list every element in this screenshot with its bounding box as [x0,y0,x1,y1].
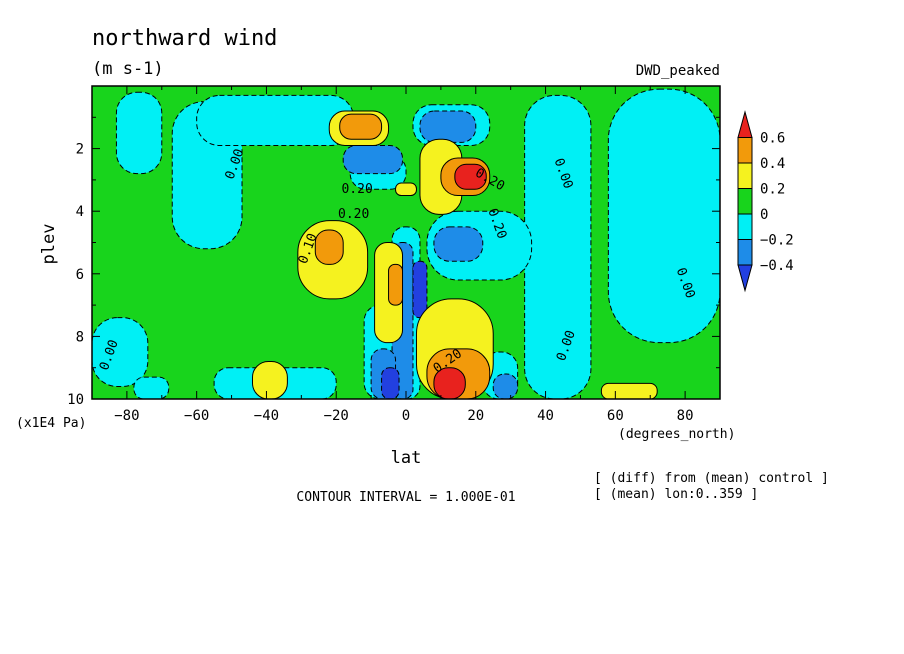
plot-area: 0.000.200.200.100.000.200.000.00 0.000.20… [92,86,720,399]
x-tick-label: 20 [467,408,484,424]
contour-interval-text: CONTOUR INTERVAL = 1.000E-01 [296,490,515,505]
colorbar-label: 0.6 [760,131,785,147]
x-tick-label: 60 [607,408,624,424]
y-tick-label: 4 [76,204,84,220]
field-region [314,229,344,265]
y-tick-label: 2 [76,142,84,158]
y-axis-label: plev [39,224,59,265]
y-axis: 2 4 6 8 10 [67,116,720,408]
field-region [492,373,519,399]
field-region [388,263,404,306]
experiment-label: DWD_peaked [636,63,720,79]
x-tick-label: −20 [324,408,349,424]
field-region [607,88,720,344]
colorbar-label: −0.4 [760,258,794,274]
field-region [381,367,400,399]
field-region [600,382,658,399]
field-region [433,226,484,262]
x-axis-label: lat [391,448,422,468]
colorbar-swatch [737,110,753,138]
colorbar-swatch [737,239,753,266]
field-region [196,94,355,146]
x-tick-label: 0 [402,408,410,424]
wind-field [92,86,720,399]
chart-title: northward wind [92,26,277,51]
field-region [133,376,170,399]
field-region [454,163,487,190]
x-tick-label: −80 [114,408,139,424]
field-region [433,367,466,399]
field-region [342,144,404,175]
x-tick-label: 40 [537,408,554,424]
chart-units: (m s-1) [92,59,164,79]
field-region [412,260,428,319]
field-region [115,91,163,175]
colorbar-label: 0.2 [760,182,785,198]
colorbar-label: 0 [760,207,768,223]
y-axis-units: (x1E4 Pa) [16,416,86,431]
field-region [251,360,288,399]
colorbar-swatch [737,162,753,189]
colorbar-label: −0.2 [760,233,794,249]
field-region [339,113,383,140]
field-region [419,110,477,143]
colorbar-label: 0.4 [760,156,785,172]
colorbar-swatch [737,188,753,215]
y-tick-label: 10 [67,392,84,408]
y-tick-label: 8 [76,329,84,345]
contour-label: 0.20 [338,207,369,222]
colorbar-swatch [737,137,753,164]
note-line-2: [ (mean) lon:0..359 ] [594,487,758,502]
field-region [92,317,149,387]
x-axis-units: (degrees_north) [618,427,735,442]
x-axis: −80 −60 −40 −20 0 20 40 60 80 [91,86,721,424]
colorbar: 0.6 0.4 0.2 0 −0.2 −0.4 [737,110,794,293]
x-tick-label: −40 [254,408,279,424]
colorbar-swatch [737,264,753,293]
colorbar-swatch [737,213,753,240]
note-line-1: [ (diff) from (mean) control ] [594,471,829,486]
y-tick-label: 6 [76,267,84,283]
contour-label: 0.20 [341,182,372,197]
field-region [395,182,417,197]
x-tick-label: −60 [184,408,209,424]
x-tick-label: 80 [677,408,694,424]
